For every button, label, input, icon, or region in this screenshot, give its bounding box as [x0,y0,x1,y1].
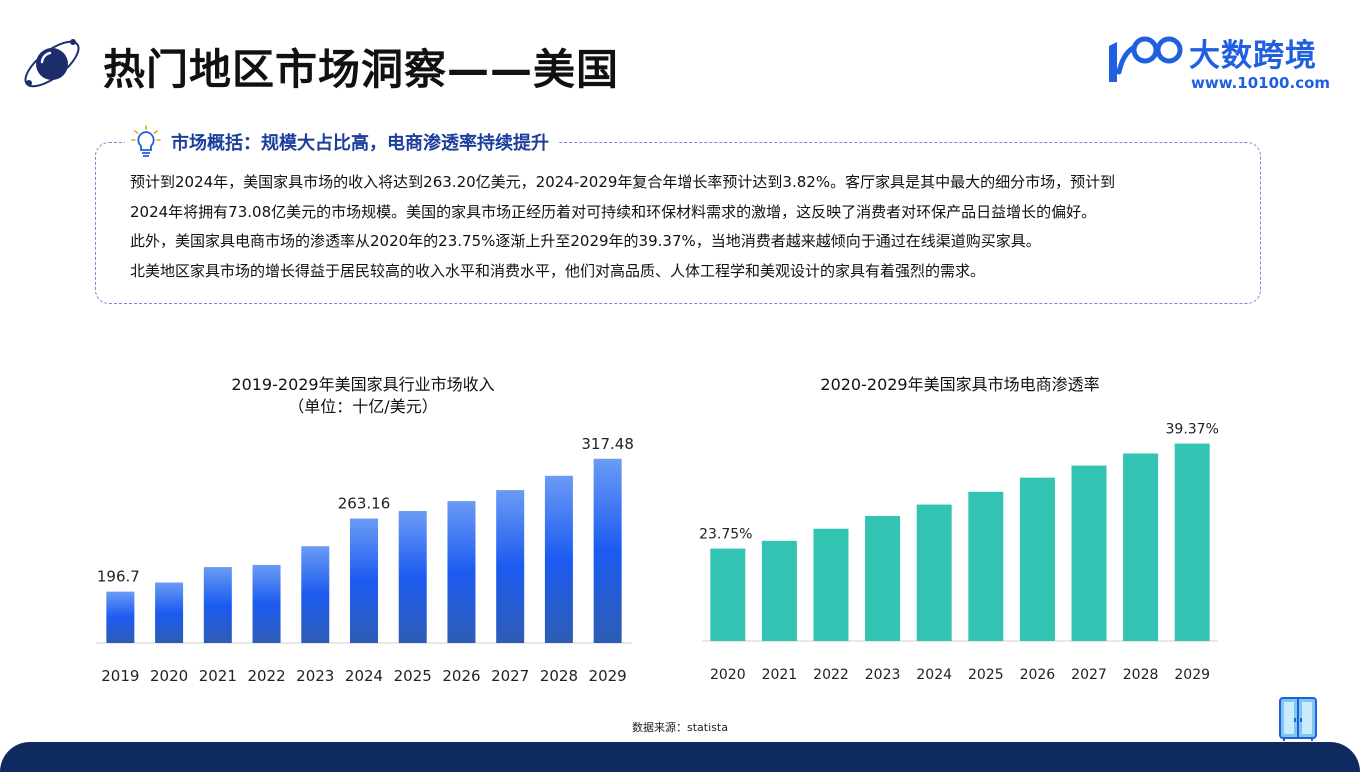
bar-2020 [710,548,746,641]
ecommerce-chart-title: 2020-2029年美国家具市场电商渗透率 [820,375,1100,394]
data-source: 数据来源：statista [632,721,728,734]
data-label: 263.16 [338,495,391,513]
bar-2029 [1174,443,1210,641]
wardrobe-icon [1279,697,1317,741]
logo-url: www.10100.com [1191,74,1331,92]
bar-2022 [813,528,849,641]
x-tick-label: 2022 [247,667,285,685]
logo-mark-icon [1109,36,1183,82]
summary-text: 预计到2024年，美国家具市场的收入将达到263.20亿美元，2024-2029… [130,168,1240,286]
summary-line: 此外，美国家具电商市场的渗透率从2020年的23.75%逐渐上升至2029年的3… [130,232,1041,250]
bar-2025 [398,511,427,643]
bar-2019 [106,591,135,643]
x-tick-label: 2028 [540,667,578,685]
ecommerce-bar-chart: 2020 23.75% 2021 2022 2023 2024 2025 2026 2027 20… [699,422,1219,683]
revenue-bar-chart: 2019 196.7 2020 2021 2022 2023 2024 263.16 2025 2… [96,435,634,685]
bar-2020 [155,582,184,643]
bar-2027 [1071,465,1107,641]
brand-logo[interactable]: 大数跨境 www.10100.com [1105,30,1330,94]
page-title: 热门地区市场洞察——美国 [103,45,620,94]
data-label: 317.48 [581,435,634,453]
bar-2029 [593,458,622,643]
data-label: 39.37% [1166,422,1219,438]
x-tick-label: 2024 [345,667,383,685]
planet-orbit-icon [24,39,80,88]
summary-line: 北美地区家具市场的增长得益于居民较高的收入水平和消费水平，他们对高品质、人体工程… [130,261,986,280]
x-tick-label: 2027 [491,667,529,685]
footer-band [0,742,1360,772]
summary-box [95,142,1261,304]
x-tick-label: 2027 [1071,667,1107,683]
x-tick-label: 2021 [762,667,798,683]
x-tick-label: 2024 [916,667,952,683]
bar-2023 [301,546,330,643]
logo-text: 大数跨境 [1189,38,1317,74]
bar-2028 [544,475,573,643]
bar-2028 [1123,453,1159,641]
x-tick-label: 2028 [1123,667,1159,683]
bar-2021 [761,540,797,641]
x-tick-label: 2022 [813,667,849,683]
x-tick-label: 2029 [589,667,627,685]
x-tick-label: 2020 [710,667,746,683]
x-tick-label: 2021 [199,667,237,685]
summary-header: 市场概括：规模大占比高，电商渗透率持续提升 [125,124,559,160]
bar-2027 [496,490,525,643]
bar-2023 [865,515,901,641]
summary-title: 市场概括：规模大占比高，电商渗透率持续提升 [171,133,549,154]
x-tick-label: 2025 [394,667,432,685]
bar-2024 [350,518,378,643]
lightbulb-icon [131,125,161,157]
bar-2024 [916,504,952,641]
x-tick-label: 2023 [296,667,334,685]
data-label: 196.7 [97,568,140,586]
x-tick-label: 2019 [101,667,139,685]
x-tick-label: 2026 [1020,667,1056,683]
bar-2026 [1019,477,1055,641]
x-tick-label: 2023 [865,667,901,683]
revenue-chart-subtitle: （单位：十亿/美元） [288,397,438,416]
x-tick-label: 2029 [1174,667,1210,683]
bar-2022 [252,564,281,643]
revenue-chart-title: 2019-2029年美国家具行业市场收入 [231,375,495,394]
bar-2025 [968,491,1004,641]
summary-line: 预计到2024年，美国家具市场的收入将达到263.20亿美元，2024-2029… [130,173,1116,191]
summary-line: 2024年将拥有73.08亿美元的市场规模。美国的家具市场正经历着对可持续和环保… [130,202,1097,221]
data-label: 23.75% [699,527,752,543]
bar-2021 [203,567,232,643]
x-tick-label: 2020 [150,667,188,685]
bar-2026 [447,501,476,643]
x-tick-label: 2026 [442,667,480,685]
x-tick-label: 2025 [968,667,1004,683]
